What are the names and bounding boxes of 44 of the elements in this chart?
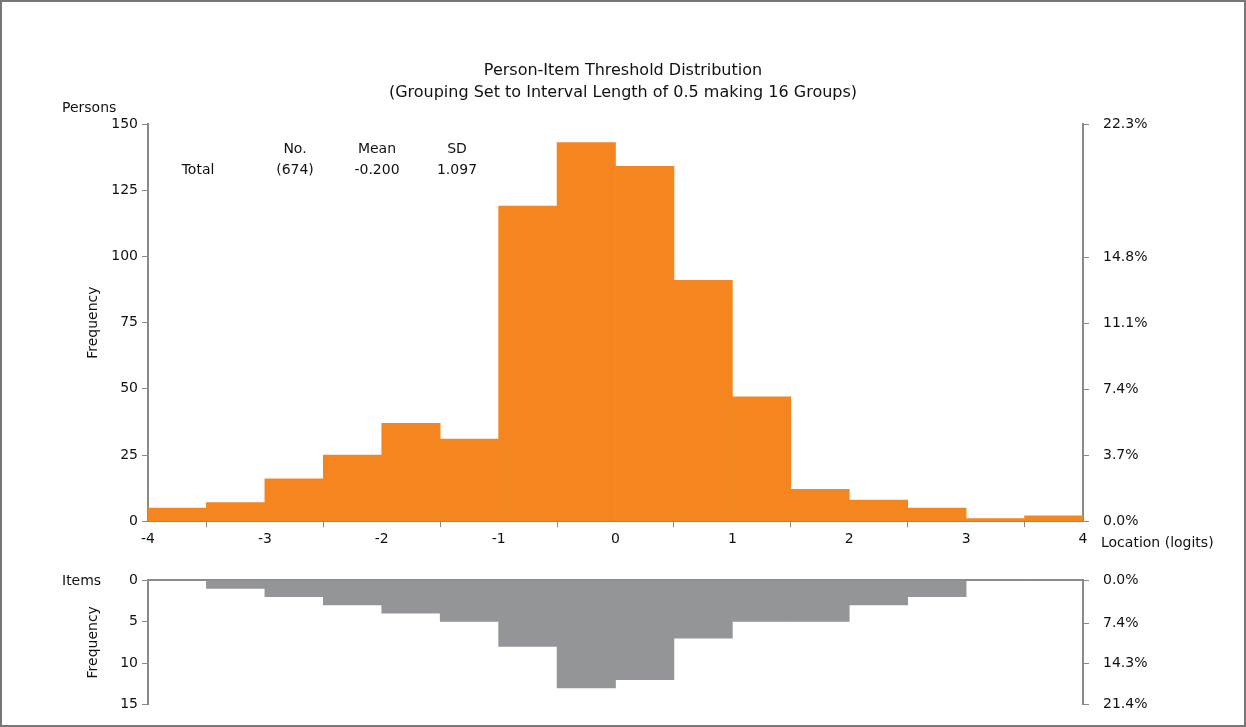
y-tick-label: 15 bbox=[120, 695, 138, 712]
chart-title: Person-Item Threshold Distribution bbox=[482, 60, 764, 79]
x-tick-label: 0 bbox=[611, 530, 620, 547]
y-tick-label: 100 bbox=[111, 247, 138, 264]
y2-tick-label: 7.4% bbox=[1103, 380, 1139, 397]
x-tick-label: 2 bbox=[844, 530, 854, 547]
annotation: (674) bbox=[276, 160, 314, 177]
y-tick-label: 0 bbox=[129, 511, 138, 528]
x-tick-label: 4 bbox=[1078, 530, 1088, 547]
annotation: -0.200 bbox=[354, 160, 400, 177]
y2-tick-label: 22.3% bbox=[1103, 114, 1148, 131]
y2-tick-label: 0.0% bbox=[1103, 511, 1139, 528]
y2-tick-label: 7.4% bbox=[1103, 613, 1139, 630]
annotation: Mean bbox=[357, 139, 397, 156]
text: Persons bbox=[62, 98, 117, 115]
y2-tick-label: 11.1% bbox=[1103, 314, 1148, 331]
annotation: 1.097 bbox=[436, 160, 478, 177]
y2-tick-label: 0.0% bbox=[1103, 570, 1139, 587]
y-axis-title: Frequency bbox=[84, 606, 101, 679]
x-axis-title: Location (logits) bbox=[1101, 533, 1214, 550]
chart-subtitle: (Grouping Set to Interval Length of 0.5 making 16 Groups) bbox=[388, 82, 858, 101]
x-tick-label: 1 bbox=[727, 530, 737, 547]
y2-tick-label: 14.8% bbox=[1103, 248, 1148, 265]
annotation: SD bbox=[447, 139, 467, 156]
x-tick-label: -1 bbox=[491, 530, 506, 547]
y-tick-label: 75 bbox=[120, 313, 138, 330]
x-tick-label: -4 bbox=[141, 530, 156, 547]
y2-tick-label: 21.4% bbox=[1103, 695, 1148, 712]
y2-tick-label: 14.3% bbox=[1103, 653, 1148, 670]
text: Items bbox=[62, 571, 102, 588]
y-tick-label: 10 bbox=[120, 653, 138, 670]
y2-tick-label: 3.7% bbox=[1103, 445, 1139, 462]
y-tick-label: 150 bbox=[111, 114, 138, 131]
y-tick-label: 0 bbox=[129, 570, 138, 587]
x-tick-label: -2 bbox=[374, 530, 389, 547]
y-tick-label: 50 bbox=[120, 379, 138, 396]
y-tick-label: 25 bbox=[120, 445, 138, 462]
y-axis-title: Frequency bbox=[84, 286, 101, 359]
x-tick-label: -3 bbox=[257, 530, 272, 547]
x-tick-label: 3 bbox=[961, 530, 971, 547]
y-tick-label: 125 bbox=[111, 180, 138, 197]
annotation: No. bbox=[283, 139, 307, 156]
y-tick-label: 5 bbox=[129, 612, 138, 629]
annotation: Total bbox=[180, 160, 215, 177]
